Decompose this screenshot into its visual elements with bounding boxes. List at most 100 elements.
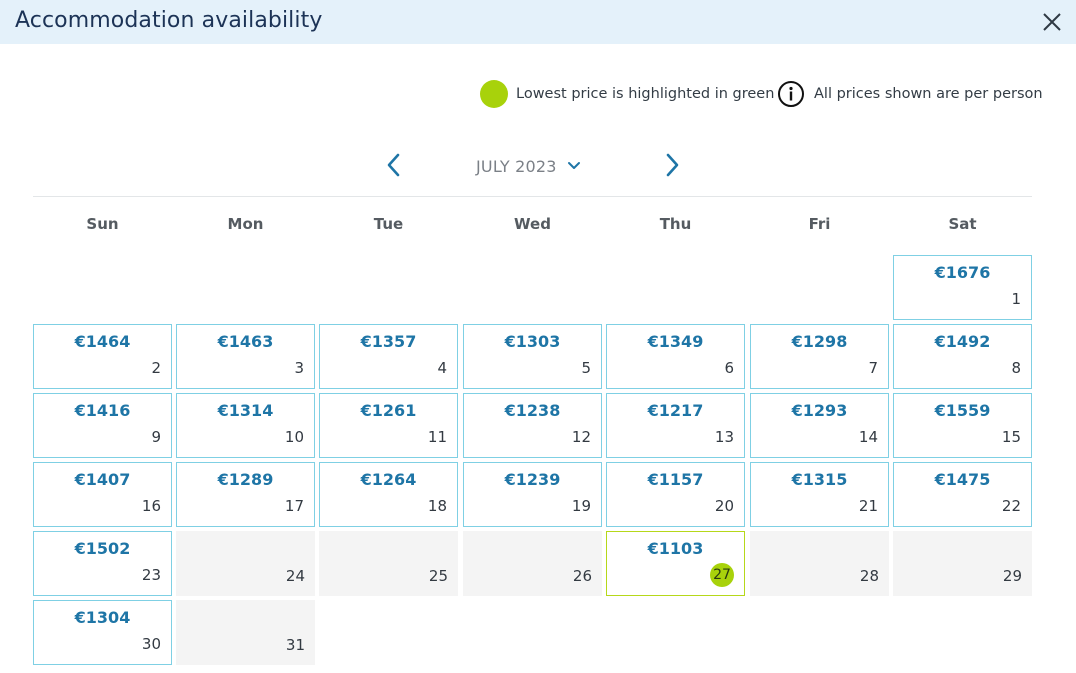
day-number: 16 [141,497,161,515]
calendar-day-5[interactable]: €1303 5 [463,324,602,389]
calendar-day-16[interactable]: €1407 16 [33,462,172,527]
close-icon [1043,13,1061,31]
day-number: 9 [151,428,161,446]
weekday-tue: Tue [373,215,404,233]
day-number: 25 [428,567,448,585]
day-number: 1 [1011,290,1021,308]
dialog-header: Accommodation availability [0,0,1076,44]
day-price: €1217 [647,401,704,420]
calendar-day-1[interactable]: €1676 1 [893,255,1032,320]
calendar-day-13[interactable]: €1217 13 [606,393,745,458]
day-number: 11 [427,428,447,446]
calendar-day-30[interactable]: €1304 30 [33,600,172,665]
calendar-day-7[interactable]: €1298 7 [750,324,889,389]
calendar-day-9[interactable]: €1416 9 [33,393,172,458]
calendar-day-8[interactable]: €1492 8 [893,324,1032,389]
day-price: €1261 [360,401,417,420]
legend-lowest-label: Lowest price is highlighted in green [516,86,775,102]
weekday-wed: Wed [514,215,551,233]
calendar-day-20[interactable]: €1157 20 [606,462,745,527]
day-number: 3 [294,359,304,377]
next-month-button[interactable] [659,152,685,178]
day-number: 5 [581,359,591,377]
month-label: JULY 2023 [476,156,557,176]
day-number: 6 [724,359,734,377]
calendar-day-10[interactable]: €1314 10 [176,393,315,458]
calendar-day-19[interactable]: €1239 19 [463,462,602,527]
day-number: 7 [868,359,878,377]
calendar-day-11[interactable]: €1261 11 [319,393,458,458]
day-price: €1298 [791,332,848,351]
calendar-day-27[interactable]: €1103 27 [606,531,745,596]
day-number: 30 [141,635,161,653]
day-price: €1304 [74,608,131,627]
prev-month-button[interactable] [381,152,407,178]
day-price: €1157 [647,470,704,489]
day-price: €1475 [934,470,991,489]
day-price: €1314 [217,401,274,420]
calendar-day-14[interactable]: €1293 14 [750,393,889,458]
close-button[interactable] [1038,8,1066,36]
calendar-day-22[interactable]: €1475 22 [893,462,1032,527]
calendar-divider [33,196,1032,197]
day-number: 2 [151,359,161,377]
chevron-left-icon [387,153,400,177]
calendar-day-15[interactable]: €1559 15 [893,393,1032,458]
day-price: €1315 [791,470,848,489]
calendar-day-23[interactable]: €1502 23 [33,531,172,596]
calendar-day-6[interactable]: €1349 6 [606,324,745,389]
legend-per-person: All prices shown are per person [777,81,1043,107]
dialog-title: Accommodation availability [15,8,323,33]
day-number: 24 [285,567,305,585]
day-number: 15 [1001,428,1021,446]
calendar-day-25: 25 [319,531,458,596]
day-number: 23 [141,566,161,584]
day-price: €1416 [74,401,131,420]
calendar-day-21[interactable]: €1315 21 [750,462,889,527]
day-price: €1676 [934,263,991,282]
calendar-day-28: 28 [750,531,889,596]
day-number: 12 [571,428,591,446]
day-number: 8 [1011,359,1021,377]
day-price: €1264 [360,470,417,489]
day-price: €1464 [74,332,131,351]
calendar-day-24: 24 [176,531,315,596]
calendar-day-18[interactable]: €1264 18 [319,462,458,527]
day-price: €1349 [647,332,704,351]
day-number: 10 [284,428,304,446]
calendar-day-17[interactable]: €1289 17 [176,462,315,527]
day-number: 27 [710,563,734,587]
day-number: 19 [571,497,591,515]
day-number: 21 [858,497,878,515]
day-price: €1407 [74,470,131,489]
lowest-price-dot-icon [480,80,508,108]
day-number: 28 [859,567,879,585]
day-price: €1463 [217,332,274,351]
calendar-day-2[interactable]: €1464 2 [33,324,172,389]
chevron-right-icon [666,153,679,177]
calendar-day-3[interactable]: €1463 3 [176,324,315,389]
weekday-mon: Mon [227,215,264,233]
day-price: €1492 [934,332,991,351]
info-icon [778,81,804,107]
weekday-fri: Fri [808,215,831,233]
day-number: 26 [572,567,592,585]
calendar-day-4[interactable]: €1357 4 [319,324,458,389]
day-price: €1502 [74,539,131,558]
day-number: 22 [1001,497,1021,515]
month-dropdown[interactable]: JULY 2023 [476,155,581,177]
calendar-day-12[interactable]: €1238 12 [463,393,602,458]
day-price: €1559 [934,401,991,420]
day-number: 31 [285,636,305,654]
day-number: 20 [714,497,734,515]
day-price: €1357 [360,332,417,351]
calendar-day-31: 31 [176,600,315,665]
chevron-down-icon [567,162,580,169]
calendar-day-29: 29 [893,531,1032,596]
day-number: 18 [427,497,447,515]
calendar-day-26: 26 [463,531,602,596]
day-price: €1293 [791,401,848,420]
day-price: €1103 [647,539,704,558]
day-number: 14 [858,428,878,446]
weekday-sat: Sat [948,215,977,233]
